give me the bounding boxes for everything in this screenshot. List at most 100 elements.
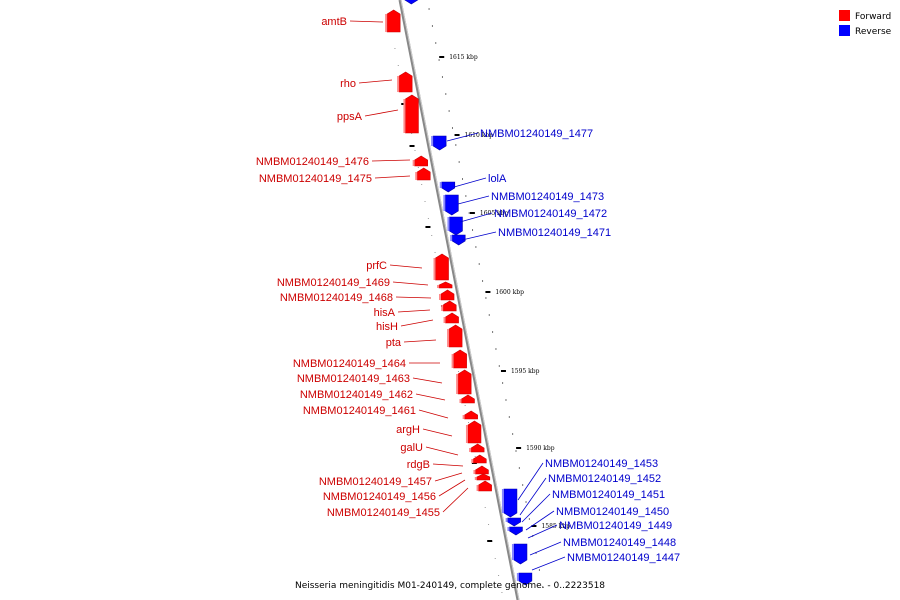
gene-label-text: NMBM01240149_1476 bbox=[256, 156, 369, 168]
gene-label-text: NMBM01240149_1463 bbox=[297, 373, 410, 385]
gene-label-text: hisA bbox=[374, 307, 396, 319]
minor-dot bbox=[434, 252, 436, 253]
reverse-gene-label: NMBM01240149_1453 bbox=[517, 458, 658, 501]
reverse-gene bbox=[443, 194, 459, 216]
reverse-gene bbox=[450, 234, 466, 246]
reverse-gene-label: NMBM01240149_1473 bbox=[457, 191, 604, 205]
forward-gene-label: ppsA bbox=[337, 109, 399, 123]
gene-label-text: NMBM01240149_1468 bbox=[280, 292, 393, 304]
gene-label-text: NMBM01240149_1449 bbox=[559, 520, 672, 532]
ring-dot bbox=[505, 399, 507, 401]
gene-label-text: NMBM01240149_1473 bbox=[491, 191, 604, 203]
reverse-gene-label: NMBM01240149_1448 bbox=[529, 537, 676, 556]
forward-gene bbox=[473, 465, 489, 475]
reverse-gene bbox=[404, 0, 419, 5]
gene-label-text: argH bbox=[396, 424, 420, 436]
ring-dot bbox=[431, 25, 433, 27]
minor-dot bbox=[431, 235, 433, 236]
tick-label: 1605 kbp bbox=[480, 210, 509, 217]
forward-gene bbox=[433, 253, 449, 281]
forward-gene bbox=[403, 94, 419, 134]
reverse-gene-label: lolA bbox=[453, 173, 507, 188]
ring-dot bbox=[492, 331, 494, 333]
ring-dot bbox=[475, 246, 477, 248]
forward-gene bbox=[443, 312, 459, 324]
forward-gene-label: galU bbox=[400, 442, 459, 456]
reverse-gene bbox=[507, 526, 523, 536]
forward-gene-label: NMBM01240149_1461 bbox=[303, 405, 449, 419]
reverse-gene-label: NMBM01240149_1447 bbox=[531, 552, 680, 571]
gene-label-text: NMBM01240149_1457 bbox=[319, 476, 432, 488]
gene-label-text: NMBM01240149_1461 bbox=[303, 405, 416, 417]
genome-caption: Neisseria meningitidis M01-240149, compl… bbox=[295, 581, 605, 591]
gene-label-text: NMBM01240149_1452 bbox=[548, 473, 661, 485]
tick-mark bbox=[531, 525, 537, 527]
forward-gene-label: hisH bbox=[376, 319, 434, 333]
tick-label: 1595 kbp bbox=[511, 368, 540, 375]
forward-gene bbox=[476, 480, 492, 492]
backbone-highlight bbox=[400, 0, 520, 600]
gene-label-text: pta bbox=[386, 337, 402, 349]
reverse-gene bbox=[501, 488, 518, 518]
legend-forward-label: Forward bbox=[855, 12, 891, 22]
minor-dot bbox=[417, 167, 419, 168]
reverse-gene bbox=[447, 216, 463, 236]
legend-reverse-label: Reverse bbox=[855, 27, 892, 37]
forward-gene bbox=[385, 9, 401, 33]
ring-dot bbox=[525, 501, 527, 503]
gene-label-text: NMBM01240149_1455 bbox=[327, 507, 440, 519]
ring-dot bbox=[538, 569, 540, 571]
gene-label-text: rdgB bbox=[407, 459, 430, 471]
forward-gene-label: NMBM01240149_1457 bbox=[319, 472, 463, 488]
ring-dot bbox=[495, 348, 497, 350]
forward-gene bbox=[456, 369, 472, 395]
minor-dot bbox=[467, 422, 469, 423]
gene-label-text: rho bbox=[340, 78, 356, 90]
ring-dot bbox=[438, 59, 440, 61]
minor-dot bbox=[494, 558, 496, 559]
reverse-gene bbox=[511, 543, 528, 565]
forward-gene-label: hisA bbox=[374, 307, 431, 319]
ring-dot bbox=[485, 297, 487, 299]
minor-dot bbox=[427, 218, 429, 219]
tick-mark bbox=[500, 370, 506, 372]
reverse-gene-label: NMBM01240149_1471 bbox=[461, 227, 611, 241]
forward-gene-label: NMBM01240149_1475 bbox=[259, 173, 411, 185]
ring-dot bbox=[448, 110, 450, 112]
forward-gene-label: pta bbox=[386, 337, 437, 349]
legend: Forward Reverse bbox=[839, 10, 892, 37]
gene-label-text: NMBM01240149_1464 bbox=[293, 358, 406, 370]
ring-dot bbox=[542, 586, 544, 588]
reverse-gene-label: NMBM01240149_1449 bbox=[527, 520, 672, 539]
ring-dot bbox=[441, 76, 443, 78]
ring-dot bbox=[522, 484, 524, 486]
tick-mark bbox=[469, 212, 475, 214]
minor-dot bbox=[411, 133, 413, 134]
forward-gene bbox=[415, 167, 431, 181]
ring-dot bbox=[435, 42, 437, 44]
ring-dot bbox=[515, 450, 517, 452]
tick-mark bbox=[439, 56, 445, 58]
ring-dot bbox=[535, 552, 537, 554]
ring-dot bbox=[498, 365, 500, 367]
gene-label-text: NMBM01240149_1472 bbox=[494, 208, 607, 220]
ring-dot bbox=[458, 161, 460, 163]
tick-label: 1610 kbp bbox=[465, 132, 494, 139]
gene-label-text: galU bbox=[400, 442, 423, 454]
inner-tick bbox=[425, 226, 431, 228]
gene-label-text: NMBM01240149_1451 bbox=[552, 489, 665, 501]
ring-dot bbox=[451, 127, 453, 129]
gene-label-text: NMBM01240149_1462 bbox=[300, 389, 413, 401]
forward-gene bbox=[465, 420, 482, 444]
gene-label-text: NMBM01240149_1450 bbox=[556, 506, 669, 518]
tick-label: 1615 kbp bbox=[449, 54, 478, 61]
forward-gene-label: NMBM01240149_1469 bbox=[277, 277, 429, 289]
reverse-gene bbox=[439, 181, 456, 193]
gene-label-text: NMBM01240149_1456 bbox=[323, 491, 436, 503]
forward-gene-label: rho bbox=[340, 78, 393, 90]
forward-gene-label: NMBM01240149_1463 bbox=[297, 373, 443, 385]
forward-gene bbox=[412, 155, 428, 167]
reverse-gene bbox=[505, 517, 521, 527]
ring-dot bbox=[472, 229, 474, 231]
